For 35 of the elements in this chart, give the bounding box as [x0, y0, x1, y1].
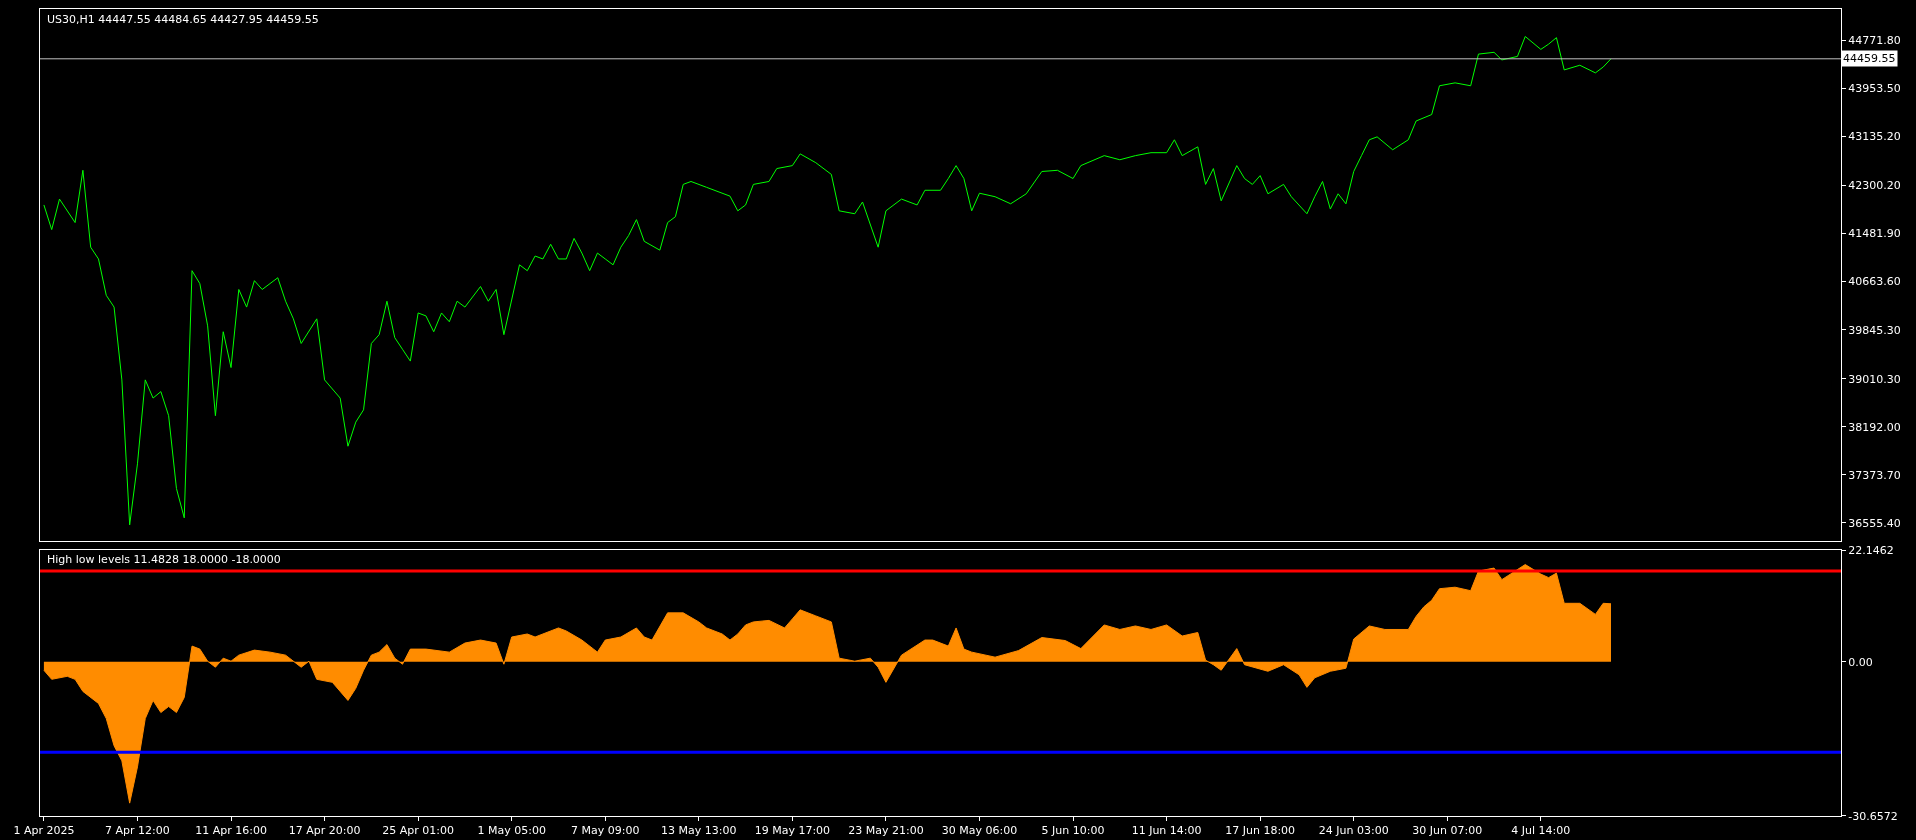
- y-tick-label: 38192.00: [1848, 420, 1901, 434]
- x-tick-label: 7 Apr 12:00: [105, 824, 170, 838]
- x-tick-label: 4 Jul 14:00: [1511, 824, 1571, 838]
- x-tick-label: 17 Jun 18:00: [1225, 824, 1296, 838]
- x-tick-label: 13 May 13:00: [661, 824, 737, 838]
- x-tick-label: 30 May 06:00: [941, 824, 1018, 838]
- y-tick-label: 36555.40: [1848, 516, 1901, 530]
- y-tick-label: 39845.30: [1848, 323, 1901, 337]
- y-tick-label: 42300.20: [1848, 179, 1901, 193]
- x-tick-label: 11 Apr 16:00: [195, 824, 267, 838]
- x-tick-label: 1 Apr 2025: [13, 824, 75, 838]
- y-tick-label: 43135.20: [1848, 130, 1901, 144]
- y-tick-label: 41481.90: [1848, 227, 1901, 241]
- x-tick-label: 1 May 05:00: [477, 824, 546, 838]
- chart-title: High low levels 11.4828 18.0000 -18.0000: [47, 553, 281, 566]
- y-tick-label: 43953.50: [1848, 82, 1901, 96]
- x-tick-label: 11 Jun 14:00: [1131, 824, 1202, 838]
- y-tick-label: 37373.70: [1848, 468, 1901, 482]
- x-tick-label: 30 Jun 07:00: [1412, 824, 1483, 838]
- ref-line-label: 44459.55: [1843, 52, 1896, 65]
- y-tick-label: 39010.30: [1848, 372, 1901, 386]
- x-tick-label: 5 Jun 10:00: [1041, 824, 1105, 838]
- y-tick-label: 22.1462: [1848, 544, 1894, 558]
- y-tick-label: 40663.60: [1848, 275, 1901, 289]
- x-tick-label: 17 Apr 20:00: [288, 824, 361, 838]
- x-tick-label: 19 May 17:00: [754, 824, 831, 838]
- x-tick-label: 25 Apr 01:00: [382, 824, 454, 838]
- chart-title: US30,H1 44447.55 44484.65 44427.95 44459.55: [47, 13, 319, 26]
- y-tick-label: 44771.80: [1848, 34, 1901, 48]
- x-tick-label: 23 May 21:00: [848, 824, 924, 838]
- x-tick-label: 24 Jun 03:00: [1318, 824, 1389, 838]
- line-series: [43, 35, 1612, 526]
- y-tick-label: -30.6572: [1848, 809, 1898, 823]
- x-tick-label: 7 May 09:00: [571, 824, 640, 838]
- y-tick-label: 0.00: [1848, 655, 1873, 669]
